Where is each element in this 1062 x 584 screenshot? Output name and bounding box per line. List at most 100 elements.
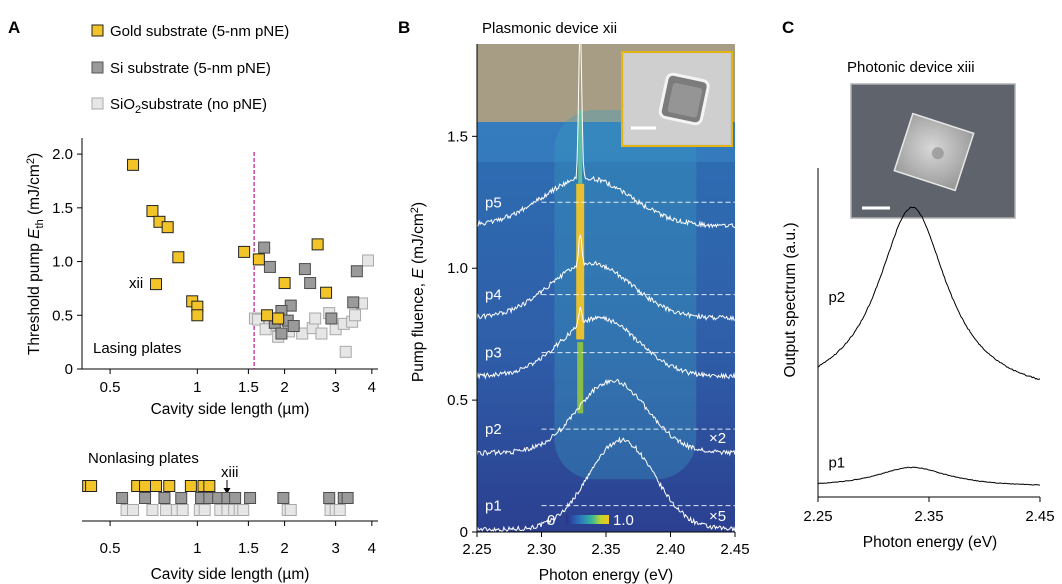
data-point-sio2 bbox=[362, 254, 375, 267]
nonlasing-point-sio2 bbox=[146, 504, 159, 516]
data-point-si bbox=[275, 327, 288, 340]
data-point-gold bbox=[191, 309, 204, 322]
spectrum-p1 bbox=[477, 436, 735, 532]
nonlasing-point-gold bbox=[184, 480, 197, 492]
x-tick-label: 0.5 bbox=[100, 379, 121, 396]
scale-multiplier: ×2 bbox=[709, 430, 726, 447]
panel-a-nonlasing-xlabel: Cavity side length (µm) bbox=[151, 566, 310, 583]
nonlasing-plates-label: Nonlasing plates bbox=[88, 450, 199, 467]
legend-gold-marker bbox=[91, 24, 104, 37]
spectrum-label-p4: p4 bbox=[485, 287, 502, 304]
data-point-gold bbox=[320, 286, 333, 299]
output-spectrum-p1 bbox=[817, 466, 1041, 486]
scale-multiplier: ×5 bbox=[709, 508, 726, 525]
x-tick-label: 1.5 bbox=[238, 379, 259, 396]
y-tick-label: 0 bbox=[65, 361, 73, 378]
data-point-gold bbox=[278, 277, 291, 290]
data-point-si bbox=[287, 320, 300, 333]
panel-a-legend: Gold substrate (5-nm pNE) Si substrate (… bbox=[91, 23, 289, 116]
nonlasing-point-gold bbox=[139, 480, 152, 492]
nonlasing-point-gold bbox=[149, 480, 162, 492]
nonlasing-point-sio2 bbox=[160, 504, 173, 516]
photo-plate bbox=[893, 112, 975, 192]
data-point-gold bbox=[272, 312, 285, 325]
nonlasing-point-gold bbox=[163, 480, 176, 492]
y-tick-label: 1.5 bbox=[52, 200, 73, 217]
data-point-sio2 bbox=[259, 323, 272, 336]
nonlasing-point-sio2 bbox=[333, 504, 346, 516]
colorbar-min-label: 0 bbox=[547, 512, 555, 529]
panel-b-letter: B bbox=[398, 18, 410, 37]
nonlasing-point-sio2 bbox=[176, 504, 189, 516]
x-tick-label: 2.30 bbox=[527, 541, 556, 558]
panel-a-lasing-axes bbox=[81, 138, 378, 370]
data-point-si bbox=[350, 265, 363, 278]
annotation-xiii: xiii bbox=[221, 464, 239, 481]
data-point-si bbox=[304, 277, 317, 290]
y-tick-label: 1.0 bbox=[447, 260, 468, 277]
data-point-gold bbox=[261, 309, 274, 322]
data-point-si bbox=[347, 296, 360, 309]
panel-c-letter: C bbox=[782, 18, 794, 37]
legend-si-marker bbox=[91, 61, 104, 74]
lasing-peak-band bbox=[576, 183, 585, 340]
spectrum-p5 bbox=[477, 44, 735, 229]
data-point-sio2 bbox=[339, 345, 352, 358]
data-point-sio2 bbox=[349, 309, 362, 322]
x-tick-label: 1.5 bbox=[238, 540, 259, 557]
nonlasing-point-sio2 bbox=[127, 504, 140, 516]
data-point-gold bbox=[252, 253, 265, 266]
data-point-si bbox=[325, 312, 338, 325]
y-tick-label: 0.5 bbox=[52, 307, 73, 324]
nonlasing-point-gold bbox=[85, 480, 98, 492]
nonlasing-point-sio2 bbox=[284, 504, 297, 516]
lasing-peak-band-lower bbox=[577, 342, 584, 414]
data-point-sio2 bbox=[315, 327, 328, 340]
data-point-si bbox=[263, 260, 276, 273]
x-tick-label: 2.45 bbox=[1025, 508, 1054, 525]
x-tick-label: 2.25 bbox=[462, 541, 491, 558]
legend-si-label: Si substrate (5-nm pNE) bbox=[110, 60, 271, 77]
x-tick-label: 0.5 bbox=[100, 540, 121, 557]
output-spectrum-label-p2: p2 bbox=[828, 289, 845, 306]
x-tick-label: 1 bbox=[193, 540, 201, 557]
data-point-sio2 bbox=[309, 312, 322, 325]
x-tick-label: 2.40 bbox=[656, 541, 685, 558]
x-tick-label: 3 bbox=[331, 379, 339, 396]
data-point-si bbox=[298, 263, 311, 276]
x-tick-label: 3 bbox=[331, 540, 339, 557]
spectrum-label-p1: p1 bbox=[485, 498, 502, 515]
data-point-gold bbox=[238, 245, 251, 258]
nonlasing-point-si bbox=[158, 492, 171, 504]
panel-b-title: Plasmonic device xii bbox=[482, 20, 617, 37]
nonlasing-point-si bbox=[244, 492, 257, 504]
heatmap-background bbox=[477, 122, 735, 532]
output-spectrum-p2 bbox=[817, 206, 1041, 380]
legend-sio2-marker bbox=[91, 97, 104, 110]
lasing-peak-band-upper bbox=[578, 109, 583, 184]
panel-c-xlabel: Photon energy (eV) bbox=[863, 534, 997, 551]
legend-sio2-label: SiO2substrate (no pNE) bbox=[110, 96, 267, 116]
spectrum-p4 bbox=[477, 233, 735, 322]
data-point-gold bbox=[311, 238, 324, 251]
panel-c-title: Photonic device xiii bbox=[847, 59, 975, 76]
spectrum-p2 bbox=[477, 378, 735, 457]
colorbar-max-label: 1.0 bbox=[613, 512, 634, 529]
x-tick-label: 4 bbox=[368, 379, 376, 396]
x-tick-label: 2 bbox=[280, 540, 288, 557]
legend-gold-label: Gold substrate (5-nm pNE) bbox=[110, 23, 289, 40]
panel-c-ylabel: Output spectrum (a.u.) bbox=[782, 222, 799, 377]
panel-a-xlabel: Cavity side length (µm) bbox=[151, 401, 310, 418]
nonlasing-point-si bbox=[116, 492, 129, 504]
data-point-gold bbox=[161, 221, 174, 234]
y-tick-label: 1.5 bbox=[447, 128, 468, 145]
nonlasing-point-si bbox=[229, 492, 242, 504]
nonlasing-point-si bbox=[277, 492, 290, 504]
nonlasing-point-si bbox=[323, 492, 336, 504]
nonlasing-point-sio2 bbox=[237, 504, 250, 516]
photonic-device-image bbox=[850, 83, 1016, 219]
spectrum-label-p5: p5 bbox=[485, 194, 502, 211]
x-tick-label: 2.35 bbox=[591, 541, 620, 558]
y-tick-label: 1.0 bbox=[52, 254, 73, 271]
